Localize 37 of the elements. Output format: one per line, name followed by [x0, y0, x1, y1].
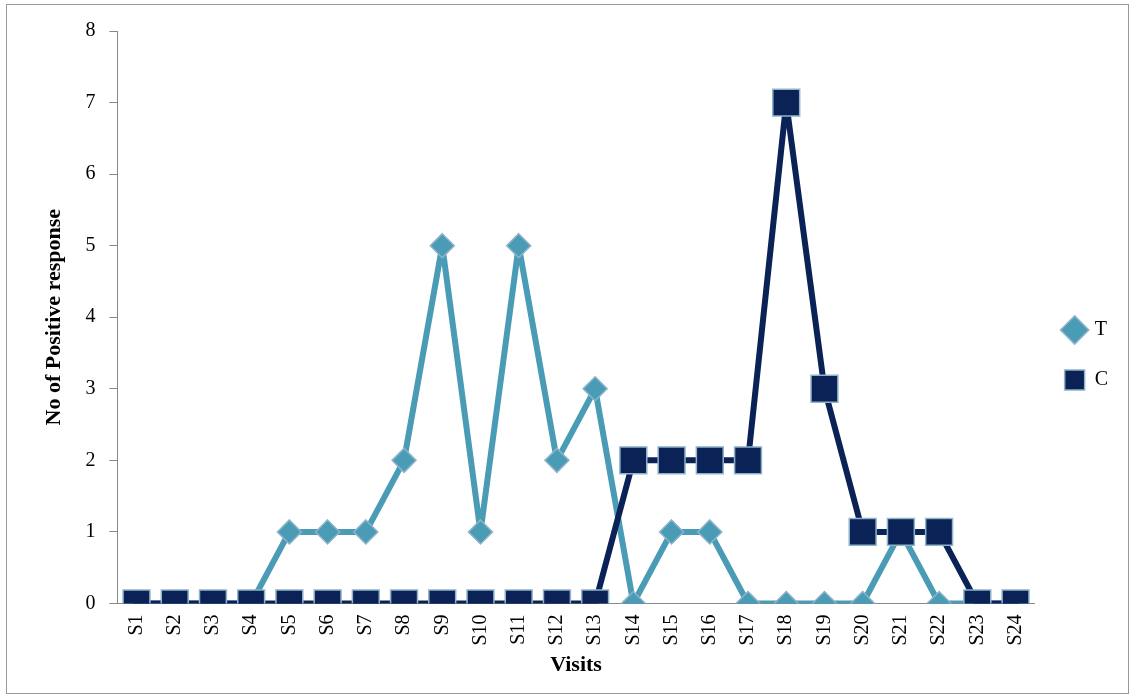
y-tick-label: 2 — [85, 447, 96, 470]
x-tick-label: S11 — [505, 614, 528, 645]
legend-label: C — [1094, 367, 1108, 390]
x-tick-label: S7 — [353, 614, 376, 636]
x-tick-label: S16 — [697, 614, 720, 646]
x-tick-label: S21 — [888, 614, 911, 646]
x-tick-label: S8 — [391, 614, 414, 636]
legend-label: T — [1094, 317, 1107, 340]
x-tick-label: S22 — [926, 614, 949, 646]
x-tick-label: S23 — [964, 614, 987, 646]
x-tick-label: S4 — [238, 614, 261, 636]
x-tick-label: S17 — [735, 614, 758, 646]
x-tick-label: S6 — [314, 614, 337, 636]
x-tick-label: S19 — [811, 614, 834, 646]
x-tick-label: S20 — [849, 614, 872, 646]
x-axis-title: Visits — [550, 651, 603, 677]
x-tick-label: S13 — [582, 614, 605, 646]
y-tick-label: 5 — [85, 232, 96, 255]
x-tick-label: S15 — [658, 614, 681, 646]
y-tick-label: 1 — [85, 519, 96, 542]
x-tick-label: S1 — [123, 614, 146, 636]
x-tick-label: S14 — [620, 614, 643, 646]
y-axis-title: No of Positive response — [39, 208, 65, 426]
y-tick-label: 8 — [85, 18, 96, 41]
y-tick-label: 0 — [85, 590, 96, 613]
y-tick-label: 4 — [85, 304, 96, 327]
x-tick-label: S5 — [276, 614, 299, 636]
y-tick-label: 3 — [85, 376, 96, 399]
x-tick-label: S9 — [429, 614, 452, 636]
x-tick-label: S18 — [773, 614, 796, 646]
x-tick-label: S24 — [1002, 614, 1025, 646]
y-tick-label: 6 — [85, 161, 96, 184]
x-tick-label: S12 — [544, 614, 567, 646]
x-tick-label: S3 — [200, 614, 223, 636]
x-tick-label: S2 — [161, 614, 184, 636]
y-tick-label: 7 — [85, 89, 96, 112]
x-tick-label: S10 — [467, 614, 490, 646]
